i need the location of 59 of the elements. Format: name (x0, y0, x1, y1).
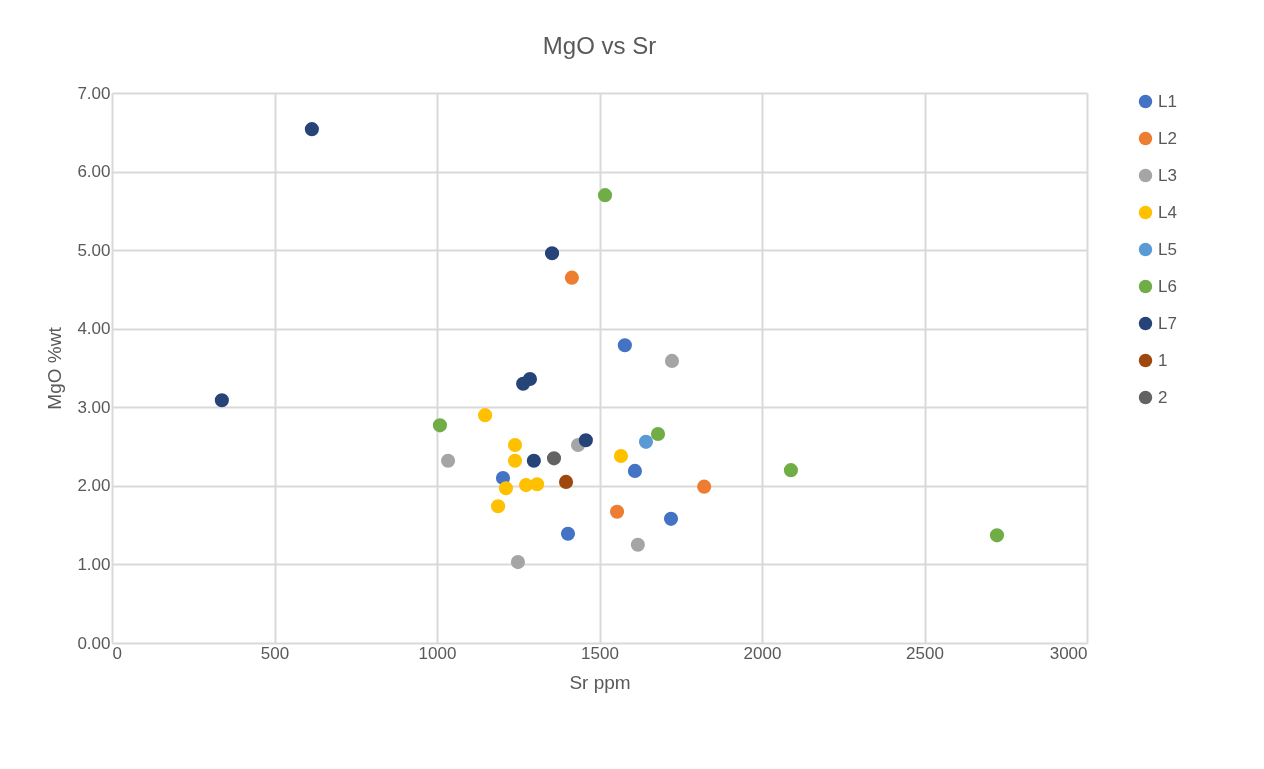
point (630, 537, 645, 552)
point (498, 481, 513, 496)
point (578, 433, 593, 448)
legend-label: L4 (1158, 202, 1177, 222)
point (650, 426, 666, 442)
legend-label: L1 (1158, 91, 1177, 111)
point (663, 511, 679, 526)
point (597, 188, 613, 203)
x-tick-label: 0 (112, 643, 122, 663)
legend-label: L2 (1158, 128, 1177, 148)
point (617, 338, 632, 353)
x-tick-label: 3000 (1049, 643, 1088, 663)
point (546, 451, 562, 466)
point (507, 437, 523, 453)
y-tick-label: 3.00 (77, 397, 111, 417)
x-tick-label: 2500 (906, 643, 944, 663)
point (664, 353, 680, 368)
y-tick-label: 4.00 (77, 319, 111, 339)
point (697, 479, 712, 494)
x-tick-label: 2000 (743, 643, 782, 663)
point (558, 474, 574, 489)
point (783, 463, 798, 478)
point (627, 463, 642, 478)
point (613, 448, 629, 464)
point (530, 477, 545, 492)
legend-label: 2 (1158, 387, 1168, 407)
point (638, 434, 654, 449)
x-tick-label: 500 (260, 643, 290, 663)
x-axis-title: Sr ppm (569, 671, 631, 693)
point (440, 453, 456, 468)
point (989, 528, 1005, 543)
point (214, 393, 229, 408)
point (526, 453, 541, 468)
y-tick-label: 2.00 (77, 476, 111, 496)
point (564, 270, 579, 285)
x-tick-label: 1500 (581, 643, 619, 663)
point (560, 526, 576, 541)
legend-label: 1 (1158, 350, 1168, 370)
y-tick-label: 6.00 (77, 162, 111, 182)
y-tick-label: 5.00 (77, 240, 111, 260)
point (544, 246, 560, 261)
point (491, 499, 506, 514)
y-axis-title: MgO %wt (44, 326, 66, 410)
legend-label: L3 (1158, 165, 1177, 185)
legend-label: L5 (1158, 239, 1177, 259)
point (510, 555, 525, 570)
y-tick-label: 1.00 (77, 554, 111, 574)
x-tick-label: 1000 (418, 643, 457, 663)
point (304, 122, 319, 137)
chart-title: MgO vs Sr (542, 32, 657, 59)
point (478, 408, 493, 423)
legend-label: L6 (1158, 276, 1177, 296)
point (609, 504, 625, 519)
point (516, 376, 531, 391)
point (507, 453, 523, 468)
y-tick-label: 7.00 (77, 83, 111, 103)
legend-label: L7 (1158, 313, 1177, 333)
y-tick-label: 0.00 (77, 633, 111, 653)
point (432, 418, 447, 433)
